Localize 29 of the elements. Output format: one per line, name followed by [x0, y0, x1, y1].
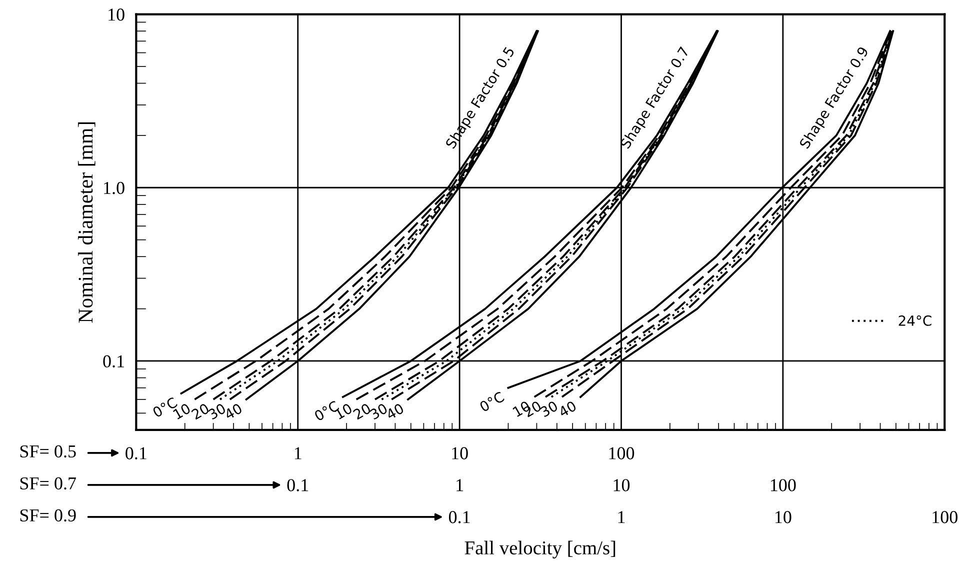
x-tick-label: 100 [770, 479, 796, 492]
y-tick-label: 0.1 [103, 355, 124, 368]
x-tick-label: 1 [294, 447, 302, 460]
x-tick-label: 0.1 [287, 479, 308, 492]
text: SF= 0.5 [20, 445, 76, 458]
x-tick-label: 10 [614, 479, 630, 492]
legend-label: 24°C [898, 315, 932, 326]
text: 40 [558, 400, 577, 418]
text: SF= 0.9 [20, 509, 76, 522]
x-tick-label: 100 [609, 447, 634, 460]
text: 0°C [478, 391, 505, 412]
x-tick-label: 1 [456, 479, 463, 492]
x-tick-label: 100 [932, 511, 958, 524]
text: 30 [208, 402, 226, 420]
text: 40 [224, 402, 243, 420]
x-tick-label: 0.1 [448, 511, 470, 524]
text: 30 [540, 400, 558, 418]
x-tick-label: 0.1 [126, 447, 146, 460]
y-tick-label: 10 [108, 8, 124, 21]
text: 20 [352, 402, 372, 420]
text: SF= 0.7 [20, 477, 76, 490]
y-axis-title: Nominal diameter [mm] [78, 122, 96, 323]
x-tick-label: 1 [618, 511, 625, 524]
x-tick-label: 10 [452, 447, 468, 460]
text: 30 [369, 402, 388, 420]
x-tick-label: 10 [775, 511, 792, 524]
text: 20 [190, 402, 210, 420]
y-tick-label: 1.0 [104, 182, 124, 194]
x-axis-title: Fall velocity [cm/s] [464, 540, 616, 558]
